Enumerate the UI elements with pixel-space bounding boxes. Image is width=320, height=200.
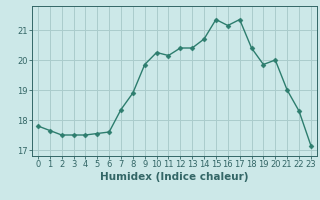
X-axis label: Humidex (Indice chaleur): Humidex (Indice chaleur) xyxy=(100,172,249,182)
